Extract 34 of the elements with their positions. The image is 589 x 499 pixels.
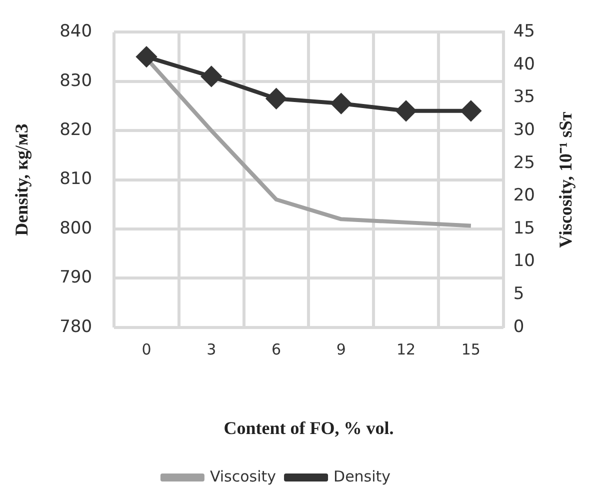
y2-tick-label: 35 — [513, 87, 536, 108]
y2-tick-label: 5 — [513, 284, 524, 304]
x-tick-label: 3 — [206, 340, 216, 358]
x-tick-label: 0 — [142, 340, 152, 358]
point — [396, 100, 416, 121]
x-tick-label: 15 — [461, 340, 480, 358]
x-tick-label: 9 — [336, 340, 346, 358]
y2-tick-label: 30 — [513, 120, 536, 140]
y2-tick-label: 40 — [513, 54, 536, 74]
point — [136, 46, 156, 67]
legend-label: Viscosity — [210, 467, 276, 486]
legend-label: Density — [334, 467, 391, 486]
y-tick-label: 780 — [60, 316, 92, 337]
point — [266, 88, 286, 109]
y2-tick-label: 45 — [513, 22, 536, 42]
y-tick-label: 800 — [60, 218, 92, 238]
y-tick-label: 810 — [60, 169, 92, 190]
y2-axis-title: Viscosity, 10⁻¹ sSт — [556, 112, 576, 248]
x-tick-label: 6 — [271, 340, 282, 358]
x-axis-title: Content of FO, % vol. — [224, 418, 394, 438]
x-tick-label: 12 — [396, 340, 416, 358]
y-axis-title: Density, кg/мЗ — [11, 123, 32, 236]
y2-tick-label: 25 — [513, 152, 536, 173]
y-tick-label: 820 — [60, 120, 92, 140]
y-tick-label: 830 — [60, 70, 92, 91]
y-tick-label: 840 — [60, 22, 92, 42]
point — [460, 100, 481, 121]
y2-tick-label: 15 — [513, 218, 536, 238]
point — [331, 94, 352, 114]
y-tick-label: 790 — [60, 268, 92, 288]
y2-tick-label: 0 — [513, 316, 524, 337]
point — [201, 66, 222, 86]
y2-tick-label: 20 — [513, 186, 536, 206]
y2-tick-label: 10 — [513, 251, 536, 272]
